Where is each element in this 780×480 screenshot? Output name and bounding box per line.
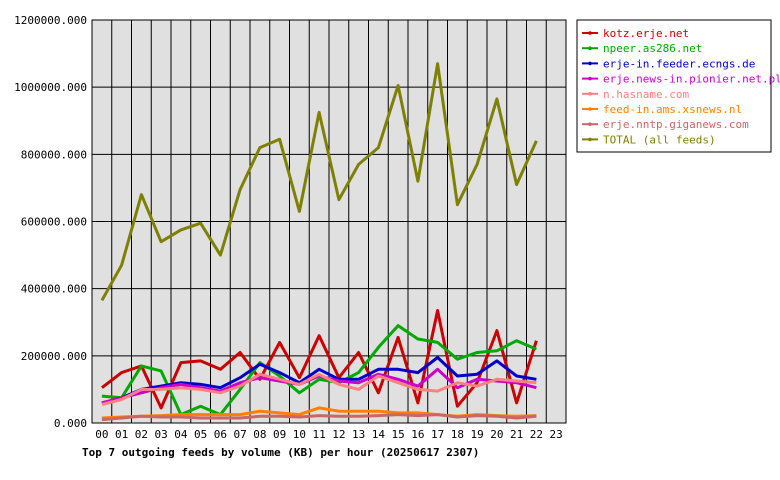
legend-label: feed-in.ams.xsnews.nl — [603, 103, 742, 116]
y-tick-label: 400000.000 — [21, 283, 87, 296]
x-tick-label: 12 — [332, 428, 345, 441]
x-tick-label: 23 — [550, 428, 563, 441]
x-tick-label: 03 — [155, 428, 168, 441]
legend-marker — [588, 107, 592, 111]
x-tick-label: 02 — [135, 428, 148, 441]
x-tick-label: 13 — [352, 428, 365, 441]
y-tick-label: 1200000.000 — [14, 14, 87, 27]
x-tick-label: 00 — [95, 428, 108, 441]
x-tick-label: 17 — [431, 428, 444, 441]
legend-label: erje.news-in.pionier.net.pl — [603, 73, 780, 86]
legend-label: npeer.as286.net — [603, 42, 702, 55]
x-tick-label: 08 — [253, 428, 266, 441]
x-tick-label: 11 — [313, 428, 326, 441]
legend-marker — [588, 31, 592, 35]
x-tick-label: 04 — [174, 428, 188, 441]
x-tick-label: 14 — [372, 428, 386, 441]
series-line-2 — [101, 356, 537, 405]
x-tick-label: 19 — [471, 428, 484, 441]
series-line-7 — [100, 62, 538, 302]
x-tick-label: 22 — [530, 428, 543, 441]
legend-marker — [588, 137, 592, 142]
y-tick-label: 0.000 — [54, 417, 87, 430]
series-lines — [100, 62, 538, 422]
x-tick-label: 15 — [392, 428, 405, 441]
series-line-0 — [100, 309, 538, 410]
legend-marker — [588, 92, 592, 96]
legend-marker — [588, 46, 592, 50]
x-tick-label: 10 — [293, 428, 306, 441]
x-tick-label: 06 — [214, 428, 227, 441]
legend-label: erje.nntp.giganews.com — [603, 118, 749, 131]
y-tick-label: 1000000.000 — [14, 81, 87, 94]
series-line-4 — [101, 372, 537, 406]
plot-frame — [91, 19, 567, 424]
y-tick-label: 800000.000 — [21, 148, 87, 161]
y-axis-ticks: 0.000 200000.000 400000.000 600000.000 80000… — [14, 14, 87, 430]
x-tick-label: 21 — [510, 428, 523, 441]
legend: kotz.erje.net npeer.as286.net erje-in.feed… — [582, 27, 780, 146]
x-axis-ticks: 00 01 02 03 04 05 06 07 08 09 10 11 12 13 14 15 16 17 18 19… — [95, 428, 563, 441]
x-tick-label: 18 — [451, 428, 464, 441]
x-tick-label: 20 — [490, 428, 503, 441]
series-line-6 — [101, 413, 537, 422]
legend-marker — [588, 61, 592, 66]
series-line-1 — [101, 324, 537, 417]
x-tick-label: 07 — [234, 428, 247, 441]
legend-label: kotz.erje.net — [603, 27, 689, 40]
legend-label: n.hasname.com — [603, 88, 689, 101]
legend-label: TOTAL (all feeds) — [603, 133, 716, 146]
legend-marker — [588, 76, 592, 81]
x-tick-label: 01 — [115, 428, 128, 441]
legend-box — [576, 19, 772, 153]
x-tick-label: 05 — [194, 428, 207, 441]
legend-marker — [588, 122, 592, 126]
x-tick-label: 16 — [411, 428, 424, 441]
y-tick-label: 600000.000 — [21, 216, 87, 229]
legend-label: erje-in.feeder.ecngs.de — [603, 57, 755, 70]
x-tick-label: 09 — [273, 428, 286, 441]
chart-caption: Top 7 outgoing feeds by volume (KB) per … — [82, 446, 479, 459]
y-tick-label: 200000.000 — [21, 350, 87, 363]
